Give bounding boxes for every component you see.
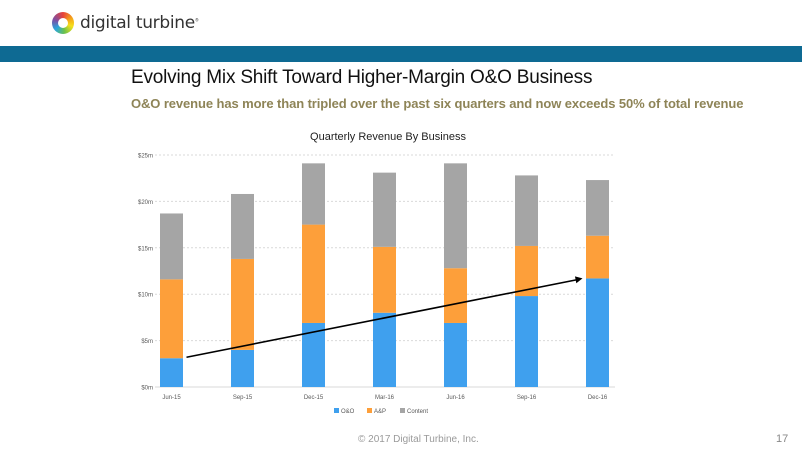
bar-oo: [373, 312, 396, 387]
slide-subtitle: O&O revenue has more than tripled over t…: [131, 96, 744, 111]
x-tick-label: Jun-15: [162, 395, 181, 401]
bar-oo: [160, 358, 183, 387]
bar-ap: [373, 246, 396, 313]
legend-label: Content: [407, 409, 428, 415]
x-tick-label: Dec-15: [304, 395, 324, 401]
x-tick-label: Dec-16: [588, 395, 608, 401]
bar-ap: [515, 245, 538, 297]
bar-ap: [160, 279, 183, 359]
bar-content: [160, 213, 183, 280]
x-tick-label: Mar-16: [375, 395, 395, 401]
legend-swatch: [334, 408, 339, 413]
x-tick-label: Jun-16: [446, 395, 465, 401]
legend-swatch: [400, 408, 405, 413]
legend: O&O A&P Content: [334, 408, 428, 415]
bar-oo: [444, 322, 467, 387]
header-band: [0, 46, 802, 62]
bar-content: [515, 175, 538, 246]
bar-oo: [231, 349, 254, 387]
y-tick-label: $5m: [141, 339, 153, 345]
y-tick-label: $20m: [138, 200, 153, 206]
y-tick-label: $15m: [138, 246, 153, 252]
bar-content: [444, 163, 467, 269]
logo-text: digital turbine®: [80, 13, 199, 33]
bar-ap: [302, 224, 325, 323]
chart-title: Quarterly Revenue By Business: [310, 131, 466, 143]
y-tick-label: $25m: [138, 154, 153, 160]
y-tick-label: $10m: [138, 293, 153, 299]
y-axis-ticks: $0m $5m $10m $15m $20m $25m: [138, 154, 153, 392]
trend-arrow: [186, 276, 583, 359]
page-number: 17: [776, 433, 789, 445]
bar-oo: [586, 278, 609, 387]
x-tick-label: Sep-16: [517, 395, 537, 401]
x-axis-ticks: Jun-15 Sep-15 Dec-15 Mar-16 Jun-16 Sep-16 Dec-…: [162, 395, 608, 401]
bar-content: [231, 193, 254, 259]
company-logo: digital turbine®: [52, 12, 199, 34]
bar-content: [302, 163, 325, 225]
x-tick-label: Sep-15: [233, 395, 253, 401]
bar-ap: [231, 258, 254, 350]
trend-arrow-head: [574, 276, 583, 284]
bar-content: [586, 180, 609, 236]
legend-label: O&O: [341, 409, 355, 415]
bar-ap: [444, 268, 467, 323]
legend-label: A&P: [374, 409, 386, 415]
bar-oo: [515, 296, 538, 387]
copyright-footer: © 2017 Digital Turbine, Inc.: [358, 434, 479, 445]
slide-title: Evolving Mix Shift Toward Higher-Margin …: [131, 67, 593, 88]
y-tick-label: $0m: [141, 386, 153, 392]
logo-ring-icon: [52, 12, 74, 34]
bar-content: [373, 172, 396, 247]
bar-ap: [586, 235, 609, 279]
bars: [160, 163, 609, 387]
trend-arrow-line: [186, 278, 578, 359]
bar-oo: [302, 322, 325, 387]
legend-swatch: [367, 408, 372, 413]
